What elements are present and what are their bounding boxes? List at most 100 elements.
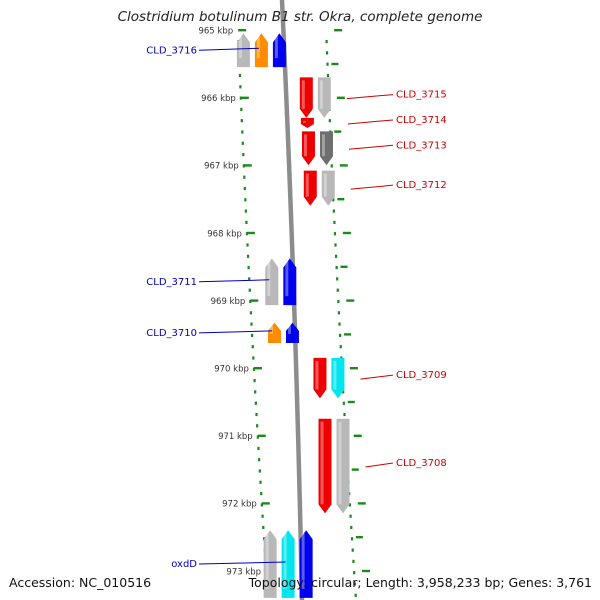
gene-arrow[interactable] bbox=[281, 530, 295, 598]
gene-arrow-highlight bbox=[323, 173, 327, 197]
gene-arrow-highlight bbox=[256, 36, 260, 59]
gene-label[interactable]: CLD_3715 bbox=[396, 90, 447, 101]
cld-3711-gene-arrow[interactable] bbox=[283, 258, 297, 306]
cld-3708-gene-arrow[interactable] bbox=[318, 418, 332, 514]
ring-dot-left bbox=[241, 130, 244, 134]
gene-label-leader bbox=[365, 462, 394, 468]
gene-arrow-highlight bbox=[321, 134, 325, 157]
ring-dot-right bbox=[334, 243, 337, 247]
gene-arrow[interactable] bbox=[336, 418, 350, 514]
ruler-major-tick bbox=[238, 29, 247, 32]
ring-dot-right bbox=[333, 232, 337, 236]
ring-dot-right bbox=[333, 220, 336, 224]
ring-dot-right bbox=[353, 582, 357, 586]
ring-dot-left bbox=[240, 119, 243, 123]
gene-label[interactable]: CLD_3716 bbox=[146, 45, 197, 56]
ruler-label: 966 kbp bbox=[201, 94, 236, 104]
ring-dot-left bbox=[240, 107, 243, 111]
gene-arrow-highlight bbox=[283, 533, 287, 589]
ring-dot-right bbox=[349, 514, 352, 518]
ruler-major-tick bbox=[261, 502, 270, 505]
ruler-label: 965 kbp bbox=[198, 27, 233, 37]
gene-arrow-highlight bbox=[301, 533, 305, 589]
ruler-minor-tick bbox=[351, 468, 359, 471]
gene-arrow[interactable] bbox=[263, 530, 277, 598]
gene-label[interactable]: CLD_3714 bbox=[396, 115, 447, 126]
gene-arrow-highlight bbox=[267, 261, 271, 297]
ring-dot-right bbox=[326, 73, 330, 78]
gene-label-leader bbox=[198, 561, 286, 565]
ring-dot-left bbox=[244, 198, 247, 202]
cld-3714-gene-arrow[interactable] bbox=[300, 117, 314, 129]
ruler-major-tick bbox=[246, 231, 255, 235]
ring-dot-left bbox=[262, 525, 265, 530]
gene-label[interactable]: CLD_3709 bbox=[396, 370, 447, 381]
gene-arrow-highlight bbox=[301, 80, 305, 109]
gene-label[interactable]: CLD_3708 bbox=[396, 458, 447, 469]
ring-dot-left bbox=[261, 514, 264, 518]
gene-arrow-highlight bbox=[285, 261, 289, 297]
gene-arrow[interactable] bbox=[319, 131, 333, 166]
gene-arrow-highlight bbox=[315, 360, 319, 390]
ring-dot-right bbox=[332, 198, 335, 202]
ring-dot-right bbox=[351, 548, 354, 552]
gene-label-leader bbox=[350, 184, 394, 190]
ruler-major-tick bbox=[257, 434, 266, 437]
ring-dot-right bbox=[330, 164, 333, 168]
gene-arrow[interactable] bbox=[267, 322, 281, 343]
gene-label[interactable]: CLD_3713 bbox=[396, 140, 447, 151]
cld-3712-gene-arrow[interactable] bbox=[303, 170, 317, 206]
gene-arrow[interactable] bbox=[265, 258, 279, 306]
ruler-label: 973 kbp bbox=[226, 567, 261, 577]
gene-label[interactable]: CLD_3710 bbox=[146, 328, 197, 339]
ruler-minor-tick bbox=[344, 333, 352, 336]
ring-dot-left bbox=[246, 254, 250, 258]
ruler-minor-tick bbox=[331, 62, 339, 66]
ring-dot-right bbox=[354, 593, 357, 597]
ring-dot-right bbox=[328, 119, 331, 123]
gene-label-leader bbox=[346, 94, 394, 100]
oxdd-gene-arrow[interactable] bbox=[299, 530, 313, 598]
gene-label-leader bbox=[198, 330, 272, 334]
ruler-major-tick bbox=[353, 434, 362, 437]
ring-dot-right bbox=[348, 503, 351, 507]
ruler-major-tick bbox=[346, 299, 355, 302]
ring-dot-left bbox=[251, 333, 254, 337]
ring-dot-right bbox=[353, 571, 356, 575]
gene-label[interactable]: oxdD bbox=[171, 559, 197, 570]
gene-arrow[interactable] bbox=[254, 33, 268, 68]
ring-dot-right bbox=[325, 51, 329, 55]
ruler-major-tick bbox=[349, 367, 358, 370]
ring-dot-left bbox=[260, 492, 263, 496]
ruler-major-tick bbox=[357, 502, 366, 505]
ring-dot-right bbox=[335, 266, 338, 270]
ruler-major-tick bbox=[336, 96, 345, 99]
gene-arrow[interactable] bbox=[236, 33, 250, 68]
ring-dot-left bbox=[239, 85, 242, 89]
gene-label[interactable]: CLD_3712 bbox=[396, 180, 447, 191]
ruler-label: 972 kbp bbox=[222, 500, 257, 510]
cld-3710-gene-arrow[interactable] bbox=[285, 322, 299, 343]
gene-arrow-highlight bbox=[320, 421, 324, 505]
gene-arrow[interactable] bbox=[317, 77, 331, 118]
ring-dot-right bbox=[343, 412, 346, 417]
ring-dot-left bbox=[244, 209, 247, 213]
cld-3715-gene-arrow[interactable] bbox=[299, 77, 313, 118]
gene-arrow[interactable] bbox=[321, 170, 335, 206]
cld-3709-gene-arrow[interactable] bbox=[313, 357, 327, 399]
ring-dot-left bbox=[256, 435, 259, 439]
ring-dot-left bbox=[246, 243, 249, 247]
cld-3713-gene-arrow[interactable] bbox=[301, 131, 315, 166]
ruler-major-tick bbox=[250, 299, 259, 302]
gene-arrow-highlight bbox=[265, 533, 269, 589]
cld-3716-gene-arrow[interactable] bbox=[272, 33, 286, 68]
ruler-major-tick bbox=[342, 231, 351, 235]
gene-arrow[interactable] bbox=[331, 357, 345, 399]
gene-label[interactable]: CLD_3711 bbox=[146, 277, 197, 288]
ring-dot-left bbox=[247, 266, 250, 270]
ring-dot-right bbox=[336, 288, 339, 292]
gene-arrow-highlight bbox=[303, 134, 307, 157]
ring-dot-right bbox=[339, 345, 342, 349]
ruler-minor-tick bbox=[347, 400, 355, 404]
